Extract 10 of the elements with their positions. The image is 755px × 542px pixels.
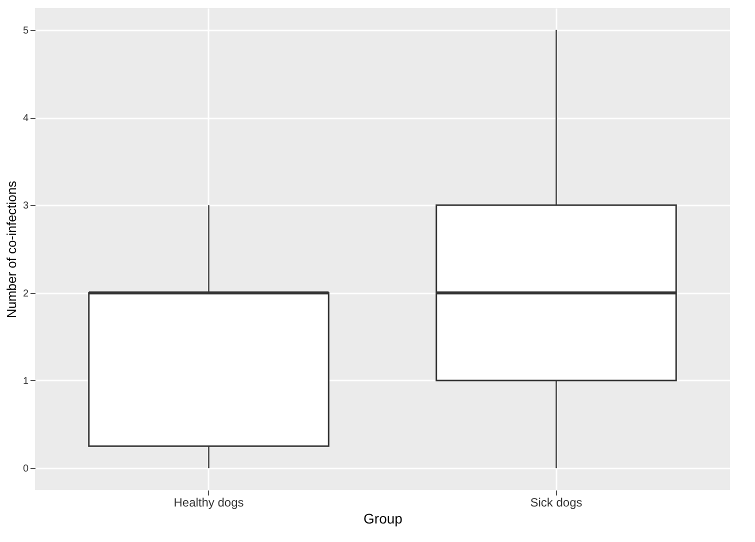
y-tick-label: 0	[22, 464, 29, 475]
y-tick-label: 4	[22, 113, 29, 124]
x-axis-title: Group	[364, 510, 403, 526]
y-tick-label: 5	[22, 25, 29, 36]
x-tick-label: Sick dogs	[530, 496, 582, 510]
y-tick-label: 2	[22, 288, 29, 300]
y-tick-label: 3	[22, 200, 29, 212]
y-axis-title: Number of co-infections	[4, 180, 19, 318]
x-tick-label: Healthy dogs	[174, 496, 244, 510]
y-tick-label: 1	[22, 376, 29, 387]
